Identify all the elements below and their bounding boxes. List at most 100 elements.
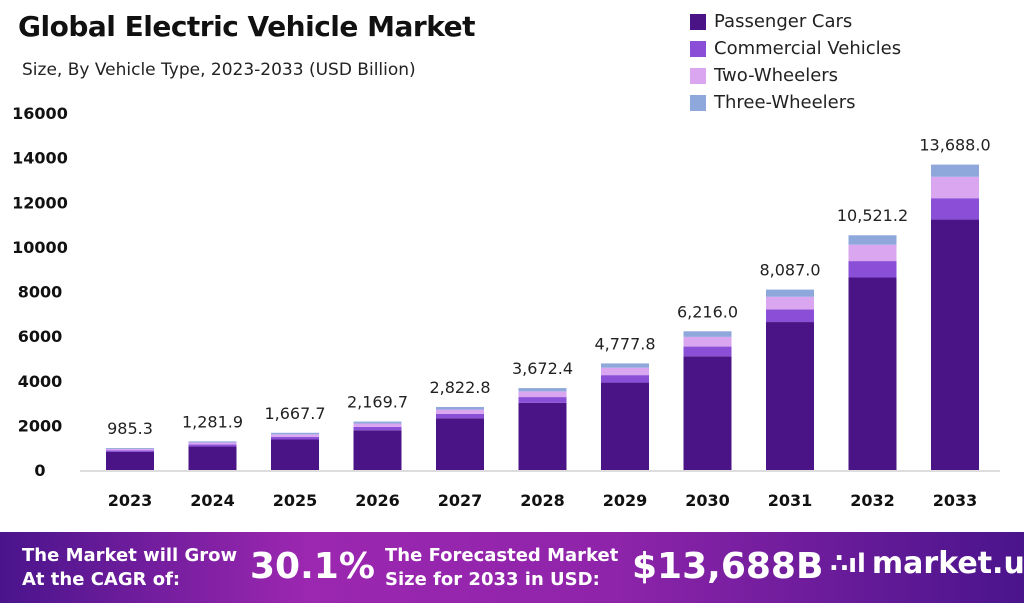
bar-segment-passenger-cars	[271, 439, 319, 470]
chart-title: Global Electric Vehicle Market	[18, 10, 475, 43]
bar-segment-passenger-cars	[353, 430, 402, 470]
bar-segment-two-wheelers	[188, 442, 237, 445]
bar-segment-two-wheelers	[271, 434, 319, 437]
y-tick-label: 6000	[18, 327, 63, 346]
bar-segment-three-wheelers	[353, 421, 402, 424]
y-tick-label: 8000	[18, 283, 63, 302]
legend-label: Three-Wheelers	[714, 92, 856, 113]
total-label: 10,521.2	[837, 206, 908, 225]
logo-icon: ∴ıl	[830, 548, 866, 579]
bar-segment-commercial-vehicles	[931, 198, 979, 220]
total-label: 2,822.8	[429, 378, 490, 397]
bar-segment-passenger-cars	[931, 219, 979, 470]
y-tick-label: 12000	[12, 193, 68, 212]
bar-segment-passenger-cars	[683, 356, 732, 470]
bar-segment-two-wheelers	[848, 244, 897, 262]
x-tick-label: 2025	[273, 491, 318, 510]
bar-segment-three-wheelers	[601, 363, 649, 368]
legend-swatch	[690, 94, 706, 111]
bar-segment-two-wheelers	[931, 176, 979, 199]
total-label: 3,672.4	[512, 359, 573, 378]
footer-banner: The Market will Grow At the CAGR of: 30.1…	[0, 532, 1024, 603]
cagr-label-line: At the CAGR of:	[22, 569, 181, 590]
x-tick-label: 2026	[355, 491, 400, 510]
y-tick-label: 2000	[18, 416, 63, 435]
bar-segment-three-wheelers	[436, 406, 484, 410]
bar-segment-three-wheelers	[683, 331, 732, 337]
bar-segment-two-wheelers	[106, 448, 154, 451]
legend-label: Two-Wheelers	[714, 65, 839, 86]
bar-segment-two-wheelers	[436, 409, 484, 414]
bar-segment-three-wheelers	[766, 289, 814, 297]
bar-segment-passenger-cars	[848, 277, 897, 470]
cagr-label: The Market will Grow At the CAGR of:	[22, 544, 237, 592]
bar-segment-commercial-vehicles	[848, 261, 897, 278]
total-label: 4,777.8	[594, 334, 655, 353]
chart-subtitle: Size, By Vehicle Type, 2023-2033 (USD Bi…	[22, 60, 416, 80]
bar-segment-commercial-vehicles	[188, 444, 237, 447]
total-label: 1,667.7	[264, 404, 325, 423]
bar-segment-commercial-vehicles	[601, 375, 649, 383]
x-tick-label: 2033	[933, 491, 978, 510]
bar-segment-commercial-vehicles	[436, 413, 484, 419]
x-tick-label: 2030	[685, 491, 730, 510]
bar-segment-three-wheelers	[188, 441, 237, 443]
bar-segment-two-wheelers	[766, 296, 814, 310]
legend-swatch	[690, 13, 706, 30]
bar-segment-commercial-vehicles	[683, 346, 732, 357]
bar-segment-three-wheelers	[931, 164, 979, 177]
total-label: 6,216.0	[677, 302, 738, 321]
forecast-label-line: The Forecasted Market	[385, 545, 619, 566]
legend-item: Three-Wheelers	[690, 89, 901, 116]
bar-segment-passenger-cars	[436, 418, 484, 470]
legend-swatch	[690, 67, 706, 84]
bar-segment-two-wheelers	[353, 423, 402, 427]
brand-name: market.us	[871, 546, 1024, 581]
forecast-label-line: Size for 2033 in USD:	[385, 569, 600, 590]
bar-segment-passenger-cars	[766, 322, 814, 470]
x-tick-label: 2028	[520, 491, 565, 510]
bar-segment-passenger-cars	[518, 402, 567, 470]
y-tick-label: 4000	[18, 372, 63, 391]
bar-segment-three-wheelers	[518, 388, 567, 392]
x-tick-label: 2024	[190, 491, 235, 510]
bar-segment-two-wheelers	[518, 391, 567, 398]
bar-segment-passenger-cars	[601, 382, 649, 470]
x-tick-label: 2032	[850, 491, 895, 510]
legend-swatch	[690, 40, 706, 57]
bar-segment-commercial-vehicles	[518, 397, 567, 403]
bar-segment-commercial-vehicles	[271, 436, 319, 440]
bar-segment-passenger-cars	[106, 451, 154, 470]
total-label: 13,688.0	[919, 136, 990, 155]
bar-segment-commercial-vehicles	[106, 450, 154, 452]
total-label: 8,087.0	[759, 261, 820, 280]
y-tick-label: 0	[34, 461, 45, 480]
legend-label: Commercial Vehicles	[714, 38, 902, 59]
y-tick-label: 16000	[12, 104, 68, 123]
legend-item: Passenger Cars	[690, 8, 901, 35]
cagr-label-line: The Market will Grow	[22, 545, 238, 566]
cagr-value: 30.1%	[250, 546, 375, 587]
bar-segment-commercial-vehicles	[766, 309, 814, 323]
total-label: 2,169.7	[347, 393, 408, 412]
y-tick-label: 14000	[12, 149, 68, 168]
bar-segment-three-wheelers	[271, 432, 319, 435]
forecast-label: The Forecasted Market Size for 2033 in US…	[385, 544, 618, 592]
forecast-value: $13,688B	[632, 546, 824, 587]
bar-chart: 0 2000 4000 6000 8000 10000 12000 14000 16000 985…	[12, 104, 1000, 510]
x-tick-label: 2023	[108, 491, 153, 510]
x-tick-label: 2027	[438, 491, 483, 510]
total-label: 1,281.9	[182, 412, 243, 431]
bar-segment-passenger-cars	[188, 446, 237, 470]
bar-segment-three-wheelers	[848, 235, 897, 245]
x-tick-label: 2029	[603, 491, 648, 510]
bar-segment-two-wheelers	[601, 367, 649, 376]
bar-segment-two-wheelers	[683, 336, 732, 347]
bar-segment-commercial-vehicles	[353, 426, 402, 431]
total-label: 985.3	[107, 419, 153, 438]
bar-segment-three-wheelers	[106, 448, 154, 449]
legend-item: Two-Wheelers	[690, 62, 901, 89]
legend: Passenger Cars Commercial Vehicles Two-W…	[690, 8, 901, 116]
legend-label: Passenger Cars	[714, 11, 853, 32]
